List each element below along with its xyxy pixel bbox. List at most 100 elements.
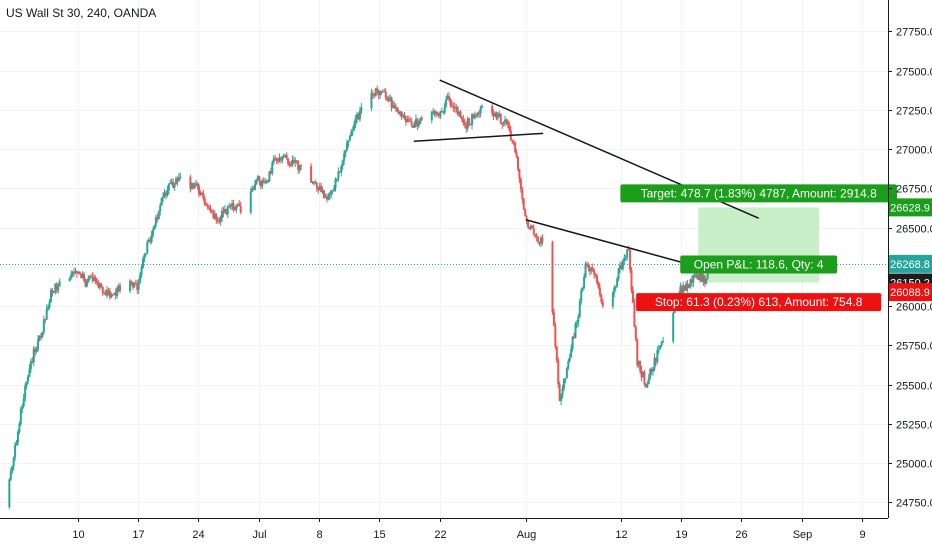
candle-body-up — [16, 432, 19, 443]
candle-body-up — [221, 210, 223, 218]
candle-body-up — [231, 203, 234, 207]
stop-label[interactable]: Stop: 61.3 (0.23%) 613, Amount: 754.8 — [655, 295, 863, 309]
stop-label-bg[interactable] — [636, 293, 882, 312]
candle-body-up — [687, 284, 690, 289]
pnl-label[interactable]: Open P&L: 118.6, Qty: 4 — [694, 258, 824, 272]
candle-body-down — [555, 346, 558, 361]
candle-body-up — [42, 319, 45, 333]
position-labels[interactable]: Target: 478.7 (1.83%) 4787, Amount: 2914… — [620, 184, 897, 312]
trendline — [413, 132, 544, 143]
price-axis[interactable]: 24750.0 25000.0 25250.0 25500.0 25750.0 26000… — [888, 27, 932, 510]
candle-body-up — [9, 471, 12, 480]
candle-body-down — [634, 326, 637, 340]
candle-body-up — [626, 249, 629, 258]
time-axis[interactable]: 10 17 24 Jul 8 15 22 Aug 12 19 26 Sep 9 — [72, 518, 866, 541]
candle-body-down — [587, 263, 590, 269]
candle-body-down — [94, 277, 97, 282]
candle-body-down — [410, 121, 413, 126]
candle-body-up — [471, 114, 474, 125]
candle-body-up — [646, 384, 649, 388]
candle-body-down — [412, 125, 415, 128]
candle-body-down — [218, 221, 221, 223]
candle-body-down — [407, 119, 410, 121]
candle-body-down — [436, 111, 439, 115]
candle-body-down — [203, 198, 206, 205]
candle-body-down — [468, 118, 471, 125]
candle-body-up — [358, 110, 361, 120]
candle-body-up — [702, 275, 705, 282]
candle-body-up — [284, 154, 287, 156]
candle-body-up — [417, 123, 420, 127]
candle-body-down — [552, 312, 555, 326]
candle-body-up — [321, 190, 324, 193]
candle-body-up — [476, 112, 479, 116]
candle-body-down — [84, 280, 87, 287]
candle-body-up — [24, 385, 27, 399]
candle-body-down — [239, 206, 242, 213]
candle-body-up — [637, 360, 640, 366]
badge-last: 26268.8 — [890, 259, 930, 271]
candle-body-down — [279, 157, 282, 161]
candle-body-up — [583, 276, 586, 289]
candle-body-down — [514, 142, 517, 153]
candle-body-up — [580, 290, 583, 302]
candle-body-down — [101, 286, 104, 293]
candle-body-up — [264, 182, 267, 184]
candle-body-down — [205, 204, 208, 206]
candle-body-down — [459, 111, 462, 118]
candle-body-down — [650, 368, 653, 372]
candle-body-down — [506, 121, 509, 126]
candle-body-down — [31, 361, 34, 363]
candle-body-up — [311, 182, 314, 184]
candle-body-up — [679, 286, 682, 295]
candle-body-down — [292, 160, 295, 163]
candle-body-up — [54, 283, 57, 292]
candle-body-down — [108, 291, 111, 298]
candle-body-up — [473, 114, 476, 119]
badge-stop-bg — [889, 283, 932, 302]
candle-body-up — [406, 119, 409, 123]
candle-body-up — [466, 118, 469, 129]
candle-body-down — [554, 325, 557, 347]
candle-body-down — [593, 269, 596, 275]
candle-body-up — [324, 196, 327, 198]
candle-body-up — [341, 160, 344, 167]
time-tick-label: 12 — [615, 529, 627, 541]
candle-body-down — [524, 209, 527, 217]
candle-body-up — [568, 357, 571, 362]
candle-body-up — [57, 286, 60, 291]
candle-body-down — [452, 106, 455, 108]
candle-body-up — [567, 361, 570, 369]
candle-body-up — [15, 442, 18, 446]
price-tick-label: 26500.0 — [896, 224, 932, 236]
badge-target-bg — [889, 198, 932, 217]
target-label[interactable]: Target: 478.7 (1.83%) 4787, Amount: 2914… — [641, 186, 877, 200]
candle-body-down — [225, 209, 228, 215]
candle-body-down — [522, 198, 525, 210]
candle-body-down — [118, 285, 121, 291]
pnl-label-bg[interactable] — [680, 255, 838, 274]
candle-body-up — [402, 115, 405, 117]
candle-body-down — [629, 249, 632, 270]
candle-body-up — [140, 267, 143, 275]
candle-body-down — [644, 384, 647, 388]
candle-body-up — [162, 196, 165, 198]
candle-body-up — [370, 93, 373, 108]
candle-body-up — [272, 158, 275, 163]
candle-body-up — [265, 181, 268, 183]
candle-body-up — [347, 140, 350, 144]
candle-body-up — [502, 122, 505, 125]
candle-body-down — [528, 227, 531, 229]
candle-body-up — [529, 225, 532, 229]
candle-body-down — [601, 301, 604, 307]
candle-body-up — [619, 264, 622, 269]
candle-body-up — [58, 281, 61, 287]
candle-body-down — [192, 183, 195, 189]
candle-body-up — [228, 205, 231, 208]
candle-body-up — [653, 357, 656, 369]
candle-body-down — [266, 181, 269, 183]
target-label-bg[interactable] — [620, 184, 897, 203]
candle-body-up — [254, 183, 257, 190]
